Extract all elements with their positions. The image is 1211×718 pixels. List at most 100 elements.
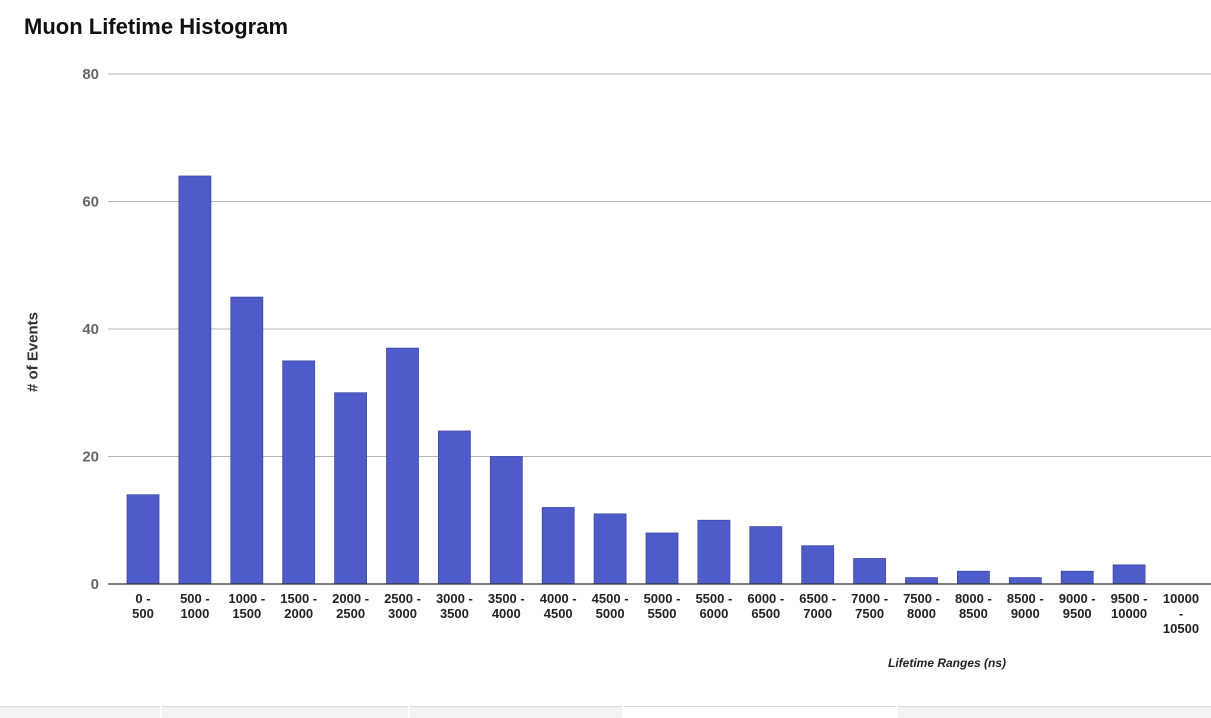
bar[interactable] — [386, 347, 419, 585]
x-tick-label: 10000 -10500 — [1163, 591, 1199, 636]
bar[interactable] — [178, 175, 212, 585]
sheet-tab[interactable] — [410, 706, 622, 718]
x-tick-label-line: 10500 — [1163, 621, 1199, 636]
x-tick-label-line: 8000 — [907, 606, 936, 621]
x-tick-label-line: 500 - — [180, 591, 210, 606]
x-tick-label-line: 6500 - — [799, 591, 836, 606]
x-tick-label: 0 -500 — [132, 591, 154, 621]
x-tick-label: 5000 -5500 — [644, 591, 681, 621]
y-tick-label: 60 — [82, 194, 99, 211]
bar[interactable] — [230, 296, 264, 585]
bar[interactable] — [334, 392, 368, 585]
x-tick-label-line: 5000 - — [644, 591, 681, 606]
y-tick-label: 40 — [82, 321, 99, 338]
sheet-tab-strip — [0, 706, 1211, 718]
x-tick-label: 9500 -10000 — [1111, 591, 1148, 621]
x-tick-label-line: 9000 - — [1059, 591, 1096, 606]
bars — [126, 175, 1146, 585]
x-tick-label: 6000 -6500 — [747, 591, 784, 621]
gridlines — [108, 73, 1211, 457]
x-tick-label-line: 3500 - — [488, 591, 525, 606]
x-tick-label-line: 1000 — [180, 606, 209, 621]
bar[interactable] — [1008, 577, 1042, 585]
x-tick-label: 9000 -9500 — [1059, 591, 1096, 621]
x-tick-label-line: 8500 — [959, 606, 988, 621]
x-tick-label-line: 5500 — [648, 606, 677, 621]
x-tick-label-line: 7500 - — [903, 591, 940, 606]
x-tick-label-line: 1500 - — [280, 591, 317, 606]
x-tick-label-line: 1500 — [232, 606, 261, 621]
x-tick-label: 7000 -7500 — [851, 591, 888, 621]
bar[interactable] — [489, 456, 523, 585]
bar[interactable] — [645, 532, 679, 585]
x-tick-label-line: 6000 — [699, 606, 728, 621]
x-tick-label: 500 -1000 — [180, 591, 210, 621]
bar[interactable] — [749, 526, 783, 585]
bar[interactable] — [126, 494, 160, 585]
x-tick-label-line: 2500 — [336, 606, 365, 621]
y-tick-labels: 0 20 40 60 80 — [82, 66, 99, 593]
x-tick-label-line: 9000 — [1011, 606, 1040, 621]
x-tick-label: 1000 -1500 — [228, 591, 265, 621]
x-tick-label: 3000 -3500 — [436, 591, 473, 621]
x-tick-label-line: 2500 - — [384, 591, 421, 606]
x-tick-label: 4000 -4500 — [540, 591, 577, 621]
sheet-tab-active[interactable] — [624, 706, 896, 718]
x-tick-label-line: 10000 — [1163, 591, 1199, 606]
x-tick-label-line: 4500 — [544, 606, 573, 621]
y-tick-label: 80 — [82, 66, 99, 83]
x-tick-label-line: 10000 — [1111, 606, 1147, 621]
bar[interactable] — [1060, 570, 1094, 585]
x-tick-label-line: 8000 - — [955, 591, 992, 606]
bar[interactable] — [1112, 564, 1146, 585]
x-tick-label-line: 7000 — [803, 606, 832, 621]
x-tick-label-line: 2000 - — [332, 591, 369, 606]
x-tick-label-line: 5000 — [596, 606, 625, 621]
chart-title: Muon Lifetime Histogram — [24, 14, 289, 39]
x-tick-label-line: 9500 - — [1111, 591, 1148, 606]
y-tick-label: 20 — [82, 449, 99, 466]
x-tick-label-line: 6000 - — [747, 591, 784, 606]
x-tick-label-line: 4000 — [492, 606, 521, 621]
x-tick-label-line: 9500 — [1063, 606, 1092, 621]
sheet-tab[interactable] — [898, 706, 1211, 718]
x-tick-label-line: 3000 — [388, 606, 417, 621]
x-tick-label: 4500 -5000 — [592, 591, 629, 621]
sheet-tab[interactable] — [162, 706, 408, 718]
x-tick-label-line: 7500 — [855, 606, 884, 621]
x-tick-label-line: 0 - — [135, 591, 150, 606]
bar[interactable] — [282, 360, 316, 585]
x-tick-label: 3500 -4000 — [488, 591, 525, 621]
x-tick-label: 2500 -3000 — [384, 591, 421, 621]
x-tick-label: 1500 -2000 — [280, 591, 317, 621]
x-tick-label-line: 8500 - — [1007, 591, 1044, 606]
x-tick-label-line: 1000 - — [228, 591, 265, 606]
x-tick-label-line: 4500 - — [592, 591, 629, 606]
bar[interactable] — [593, 513, 627, 585]
x-tick-label-line: 7000 - — [851, 591, 888, 606]
x-tick-label-line: 6500 — [751, 606, 780, 621]
x-tick-label-line: - — [1179, 606, 1183, 621]
x-tick-label-line: 3000 - — [436, 591, 473, 606]
bar[interactable] — [541, 507, 575, 585]
sheet-tab[interactable] — [0, 706, 160, 718]
bar[interactable] — [801, 545, 835, 585]
bar[interactable] — [905, 577, 938, 585]
x-tick-label: 8500 -9000 — [1007, 591, 1044, 621]
x-tick-label: 5500 -6000 — [695, 591, 732, 621]
bar[interactable] — [437, 430, 471, 585]
bar[interactable] — [957, 570, 990, 585]
x-axis-label: Lifetime Ranges (ns) — [887, 656, 1007, 670]
x-tick-label-line: 4000 - — [540, 591, 577, 606]
x-tick-label: 2000 -2500 — [332, 591, 369, 621]
bar[interactable] — [697, 519, 731, 585]
x-tick-label-line: 2000 — [284, 606, 313, 621]
x-tick-label-line: 3500 — [440, 606, 469, 621]
bar[interactable] — [853, 558, 886, 585]
x-tick-label: 8000 -8500 — [955, 591, 992, 621]
x-tick-label-line: 500 — [132, 606, 154, 621]
x-tick-label-line: 5500 - — [695, 591, 732, 606]
x-tick-label: 6500 -7000 — [799, 591, 836, 621]
